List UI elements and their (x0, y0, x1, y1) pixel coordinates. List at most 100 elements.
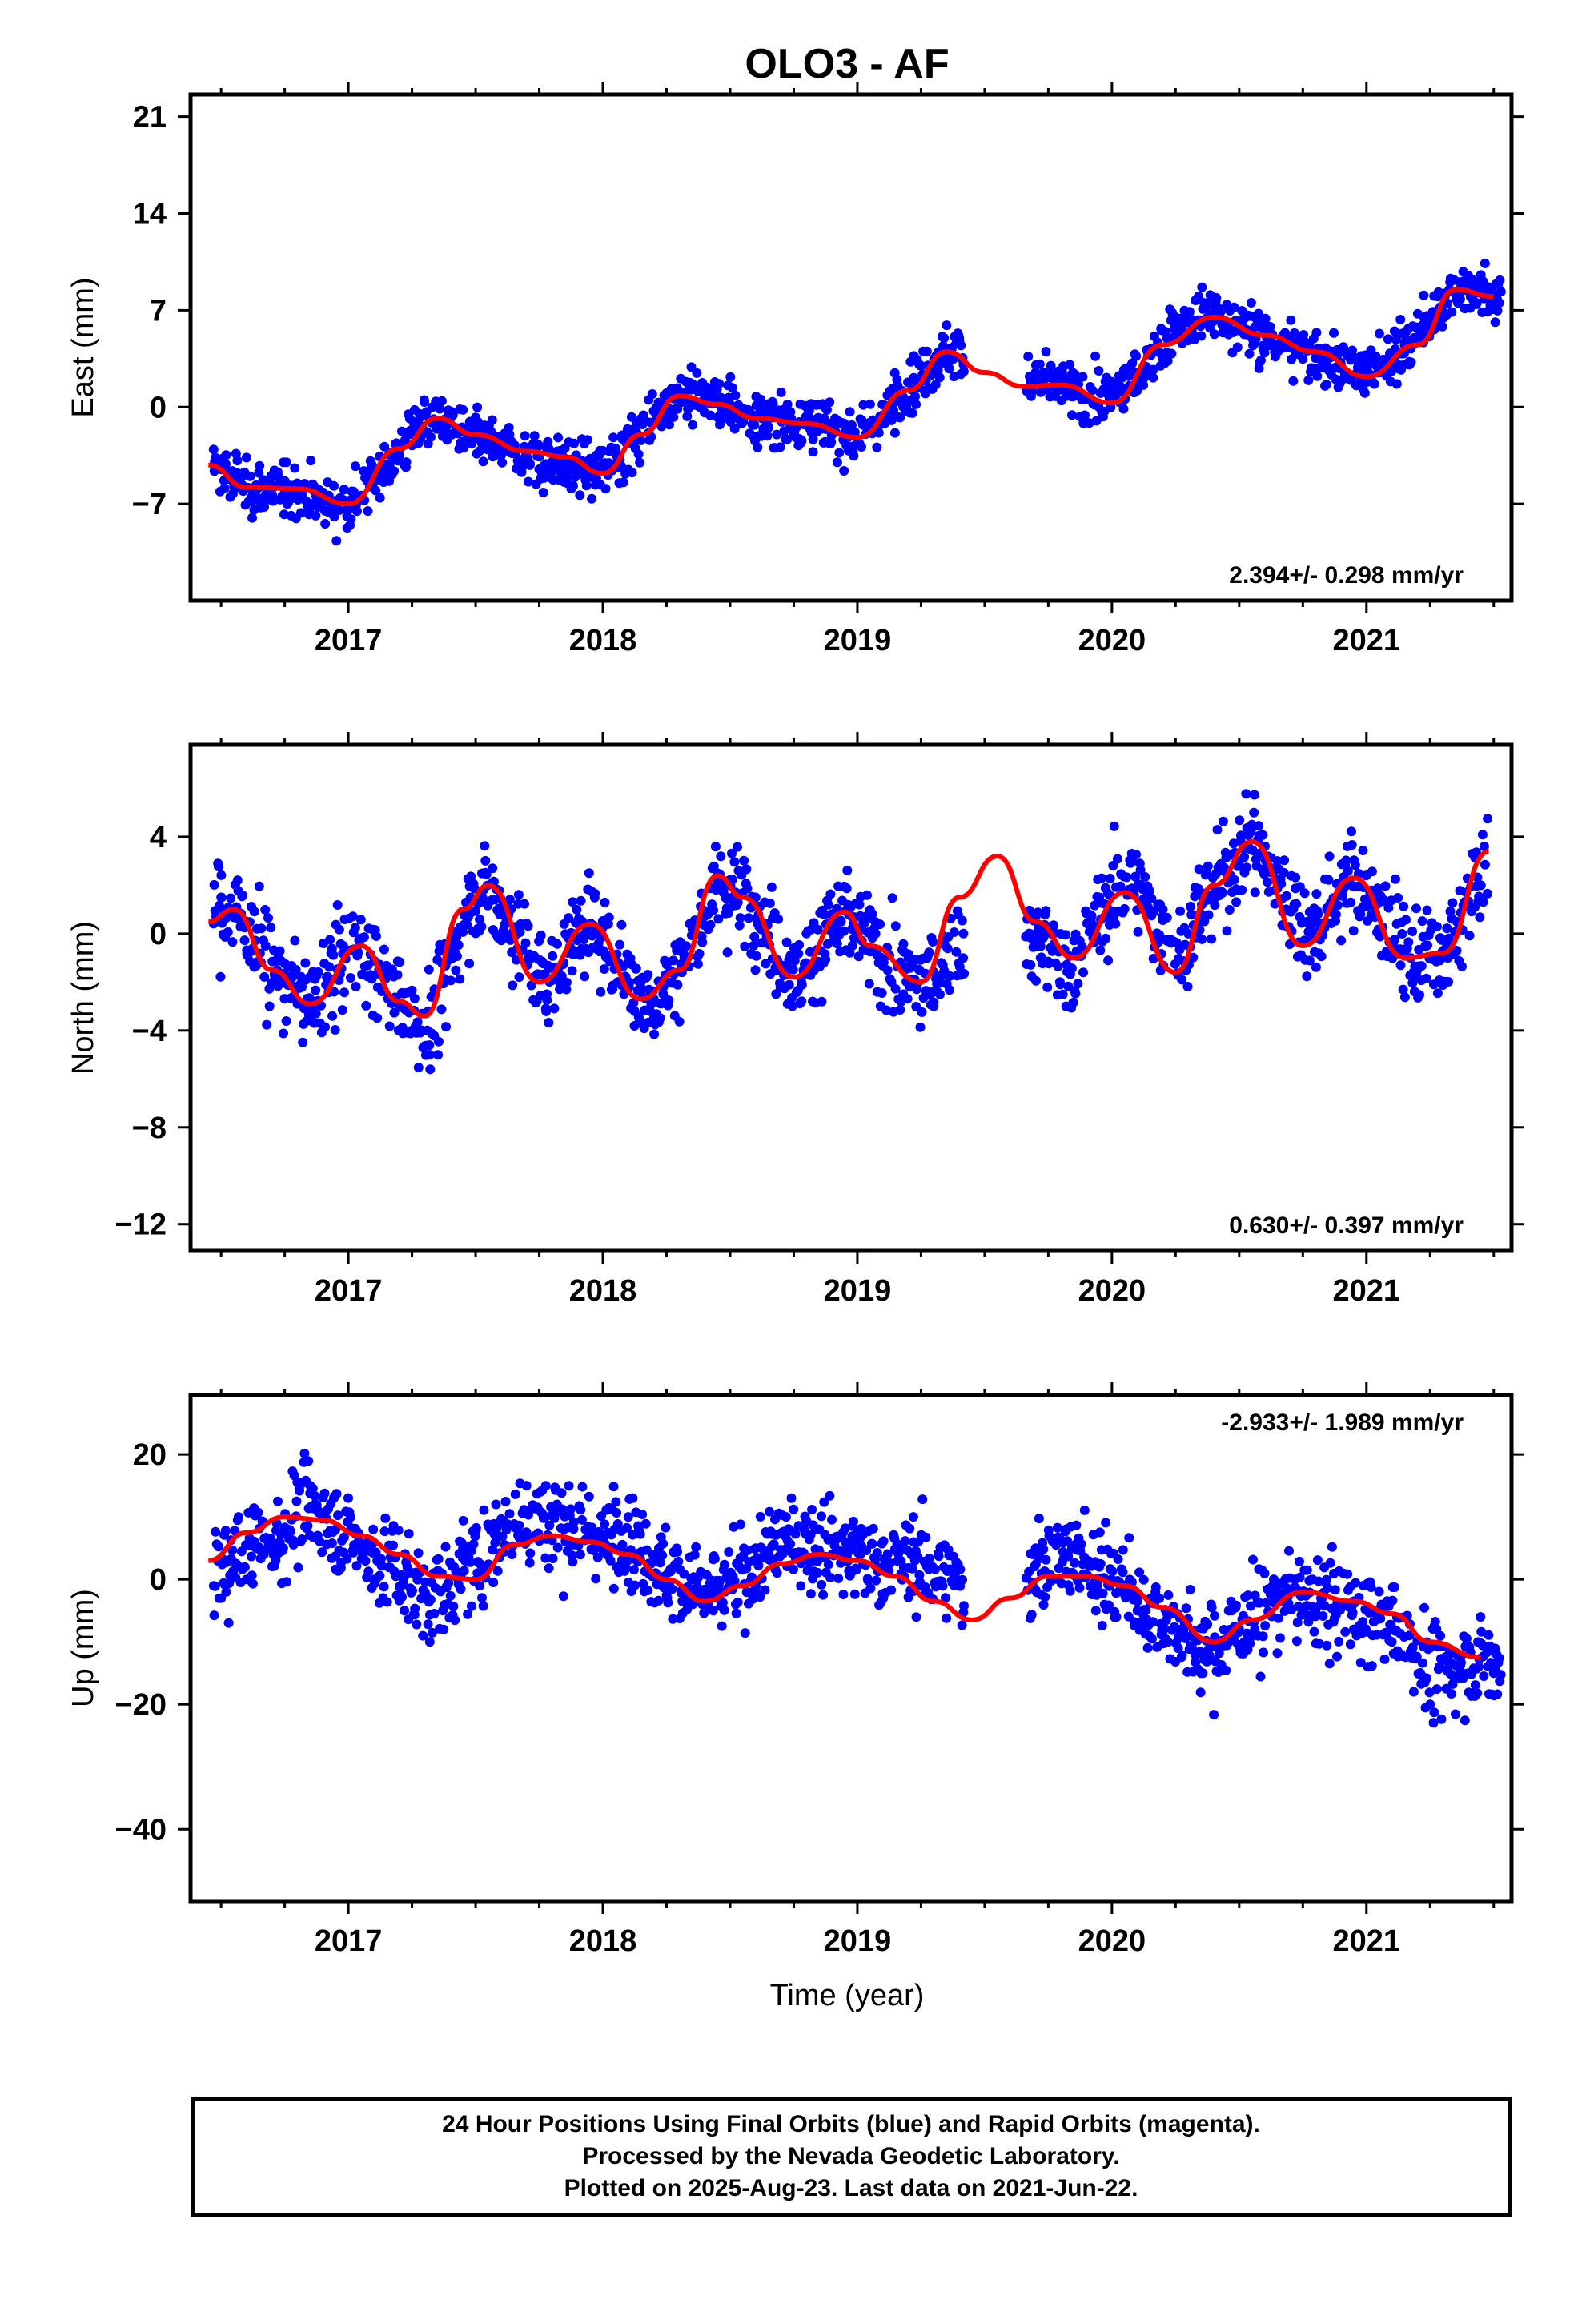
up-point (687, 1574, 697, 1585)
up-point (1034, 1514, 1044, 1524)
north-point (536, 931, 546, 940)
north-point (781, 937, 792, 947)
north-point (433, 1050, 444, 1060)
up-point (1138, 1574, 1149, 1585)
up-point (479, 1505, 489, 1515)
north-point (424, 1040, 435, 1051)
east-point (627, 468, 637, 478)
north-y-tick-label: 0 (150, 918, 167, 951)
north-point (903, 952, 913, 963)
north-point (232, 875, 243, 886)
north-point (1188, 952, 1199, 963)
up-point (514, 1520, 524, 1530)
up-point (380, 1513, 391, 1523)
up-point (393, 1525, 404, 1535)
north-point (1407, 927, 1418, 936)
up-point (1195, 1687, 1206, 1698)
up-point (591, 1574, 601, 1584)
east-y-tick-label: −7 (132, 488, 167, 521)
north-point (1229, 875, 1239, 885)
up-point (291, 1496, 302, 1506)
north-point (1395, 944, 1405, 955)
north-point (942, 943, 953, 954)
up-point (351, 1561, 362, 1571)
north-point (839, 926, 849, 936)
up-point (959, 1601, 969, 1611)
up-point (742, 1545, 753, 1555)
east-point (1203, 298, 1214, 308)
east-point (849, 451, 859, 461)
up-point (1026, 1610, 1037, 1620)
north-frame (188, 742, 1514, 1253)
north-point (1078, 967, 1088, 978)
north-point (958, 928, 969, 939)
east-point (1286, 315, 1296, 325)
up-point (544, 1563, 554, 1574)
east-point (1148, 364, 1158, 375)
north-point (1247, 819, 1257, 830)
up-x-tick-label: 2020 (1078, 1924, 1146, 1958)
north-point (407, 1025, 417, 1035)
east-point (323, 505, 333, 516)
north-point (694, 948, 705, 959)
panels: 2017 2018 2019 2020 2021 21 14 7 0 −7 East (mm) 2.3… (66, 82, 1524, 1958)
up-point (885, 1558, 895, 1568)
east-x-tick-label: 2021 (1333, 624, 1401, 657)
north-y-tick-label: −4 (132, 1015, 167, 1048)
east-point (1034, 359, 1045, 369)
up-point (1255, 1598, 1264, 1608)
east-point (1419, 290, 1429, 300)
up-point (1284, 1546, 1294, 1556)
east-point (749, 420, 760, 430)
north-point (750, 965, 761, 975)
east-point (1255, 355, 1266, 365)
up-point (348, 1547, 359, 1558)
up-point (1387, 1595, 1398, 1606)
north-point (260, 905, 271, 915)
north-point (1475, 912, 1485, 923)
east-point (753, 442, 763, 452)
north-point (508, 980, 518, 991)
north-point (1395, 960, 1406, 971)
up-point (612, 1519, 623, 1529)
north-x-tick-label: 2017 (315, 1274, 383, 1308)
north-point (749, 931, 760, 942)
up-point (913, 1551, 923, 1562)
east-point (1391, 379, 1402, 389)
up-point (497, 1531, 508, 1542)
up-point (1322, 1640, 1332, 1651)
north-point (766, 882, 777, 892)
up-point (468, 1539, 479, 1550)
up-point (552, 1542, 563, 1553)
up-point (1118, 1545, 1128, 1555)
north-point (451, 965, 461, 975)
up-point (1379, 1654, 1390, 1664)
north-point (227, 937, 238, 947)
north-point (1443, 953, 1453, 963)
up-point (413, 1548, 424, 1558)
up-point (1347, 1607, 1358, 1618)
north-point (615, 939, 625, 950)
east-point (426, 432, 436, 442)
north-point (668, 955, 678, 966)
up-point (934, 1551, 944, 1562)
up-point (327, 1538, 337, 1548)
up-point (388, 1540, 398, 1550)
up-point (319, 1488, 330, 1498)
up-point (957, 1620, 967, 1630)
east-point (1027, 386, 1038, 396)
north-point (256, 923, 267, 934)
up-point (310, 1490, 320, 1501)
up-point (491, 1499, 501, 1510)
up-point (1355, 1658, 1366, 1668)
up-point (1061, 1524, 1071, 1534)
north-point (1130, 871, 1140, 882)
up-point (448, 1601, 459, 1611)
north-point (1035, 953, 1046, 963)
north-point (853, 951, 864, 962)
up-point (544, 1520, 555, 1530)
up-point (333, 1510, 343, 1521)
up-point (1334, 1636, 1344, 1647)
up-point (1494, 1653, 1504, 1663)
up-point (1323, 1582, 1333, 1593)
